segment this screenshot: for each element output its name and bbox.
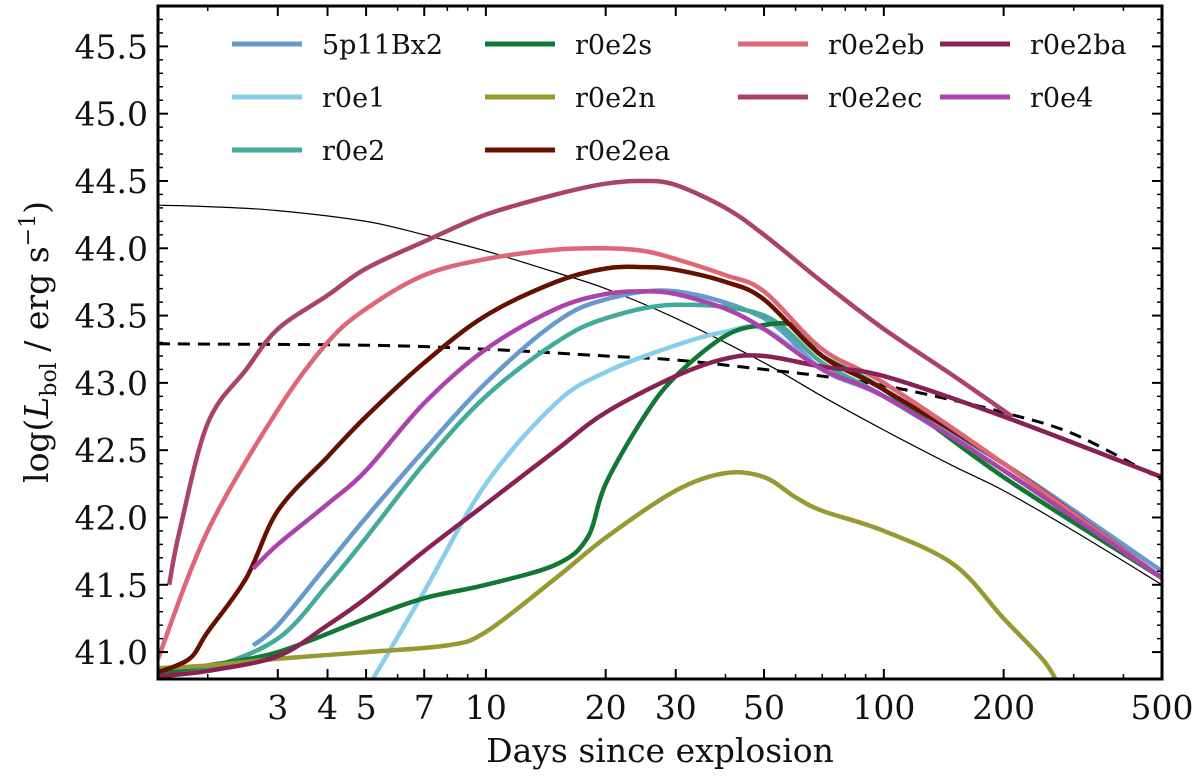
legend-label-r0e2s: r0e2s: [575, 30, 652, 61]
legend-label-r0e2ea: r0e2ea: [575, 136, 670, 167]
legend-label-r0e2ec: r0e2ec: [828, 83, 922, 114]
x-tick-label: 50: [743, 688, 785, 727]
y-tick-label: 44.0: [75, 229, 148, 268]
y-axis-title-L: L: [17, 397, 56, 420]
legend-label-r0e2eb: r0e2eb: [828, 30, 925, 61]
thin-solid-reference: [158, 204, 1162, 586]
reference-lines: [158, 204, 1162, 586]
x-tick-label: 3: [267, 688, 288, 727]
y-tick-label: 41.5: [75, 566, 148, 605]
series-line-r0e2eb: [158, 245, 1162, 660]
y-axis-title-post: ): [17, 201, 56, 214]
y-tick-label: 41.0: [75, 633, 148, 672]
dashed-reference: [158, 342, 1162, 482]
x-tick-label: 200: [972, 688, 1035, 727]
legend-label-r0e2ba: r0e2ba: [1030, 30, 1127, 61]
x-tick-label: 30: [655, 688, 697, 727]
series-line-r0e2n: [158, 469, 1058, 679]
y-tick-label: 42.5: [75, 431, 148, 470]
y-axis-title-mid: / erg s: [17, 246, 56, 362]
x-tick-label: 5: [356, 688, 377, 727]
series-line-r0e2ec: [166, 178, 1014, 586]
y-axis-title-sup: −1: [16, 214, 41, 246]
y-axis-title-sub: bol: [37, 362, 62, 396]
y-tick-label: 44.5: [75, 162, 148, 201]
series-line-r0e2ea: [158, 264, 1162, 675]
y-axis-title-pre: log(: [17, 419, 56, 483]
x-axis-title: Days since explosion: [486, 731, 834, 770]
y-axis-title: log(Lbol / erg s−1): [16, 201, 62, 483]
y-tick-label: 42.0: [75, 498, 148, 537]
x-tick-label: 7: [414, 688, 435, 727]
legend-label-r0e1: r0e1: [322, 83, 385, 114]
series-lines: [158, 178, 1162, 679]
plot-frame: [156, 4, 1164, 681]
y-tick-label: 43.0: [75, 364, 148, 403]
x-tick-label: 100: [852, 688, 915, 727]
plot-background: [158, 6, 1162, 679]
series-line-r0e2ba: [158, 353, 1162, 679]
legend-label-5p11bx2: 5p11Bx2: [322, 30, 443, 61]
x-tick-label: 20: [585, 688, 627, 727]
x-tick-label: 500: [1131, 688, 1194, 727]
legend-label-r0e2n: r0e2n: [575, 83, 656, 114]
series-line-r0e4: [251, 289, 1162, 580]
legend: 5p11Bx2 r0e2s r0e2eb r0e2ba r0e1 r0e2n r0e2ec r…: [232, 30, 1127, 167]
axis-ticks: 3 4 5 7 10 20 30 50 100 200 500 41.0 41.5 42.0 42.5 43.…: [75, 6, 1194, 727]
y-tick-label: 45.5: [75, 27, 148, 66]
y-tick-label: 43.5: [75, 297, 148, 336]
legend-label-r0e2: r0e2: [322, 136, 385, 167]
y-tick-label: 45.0: [75, 95, 148, 134]
legend-label-r0e4: r0e4: [1030, 83, 1093, 114]
x-tick-label: 10: [465, 688, 507, 727]
x-tick-label: 4: [317, 688, 338, 727]
